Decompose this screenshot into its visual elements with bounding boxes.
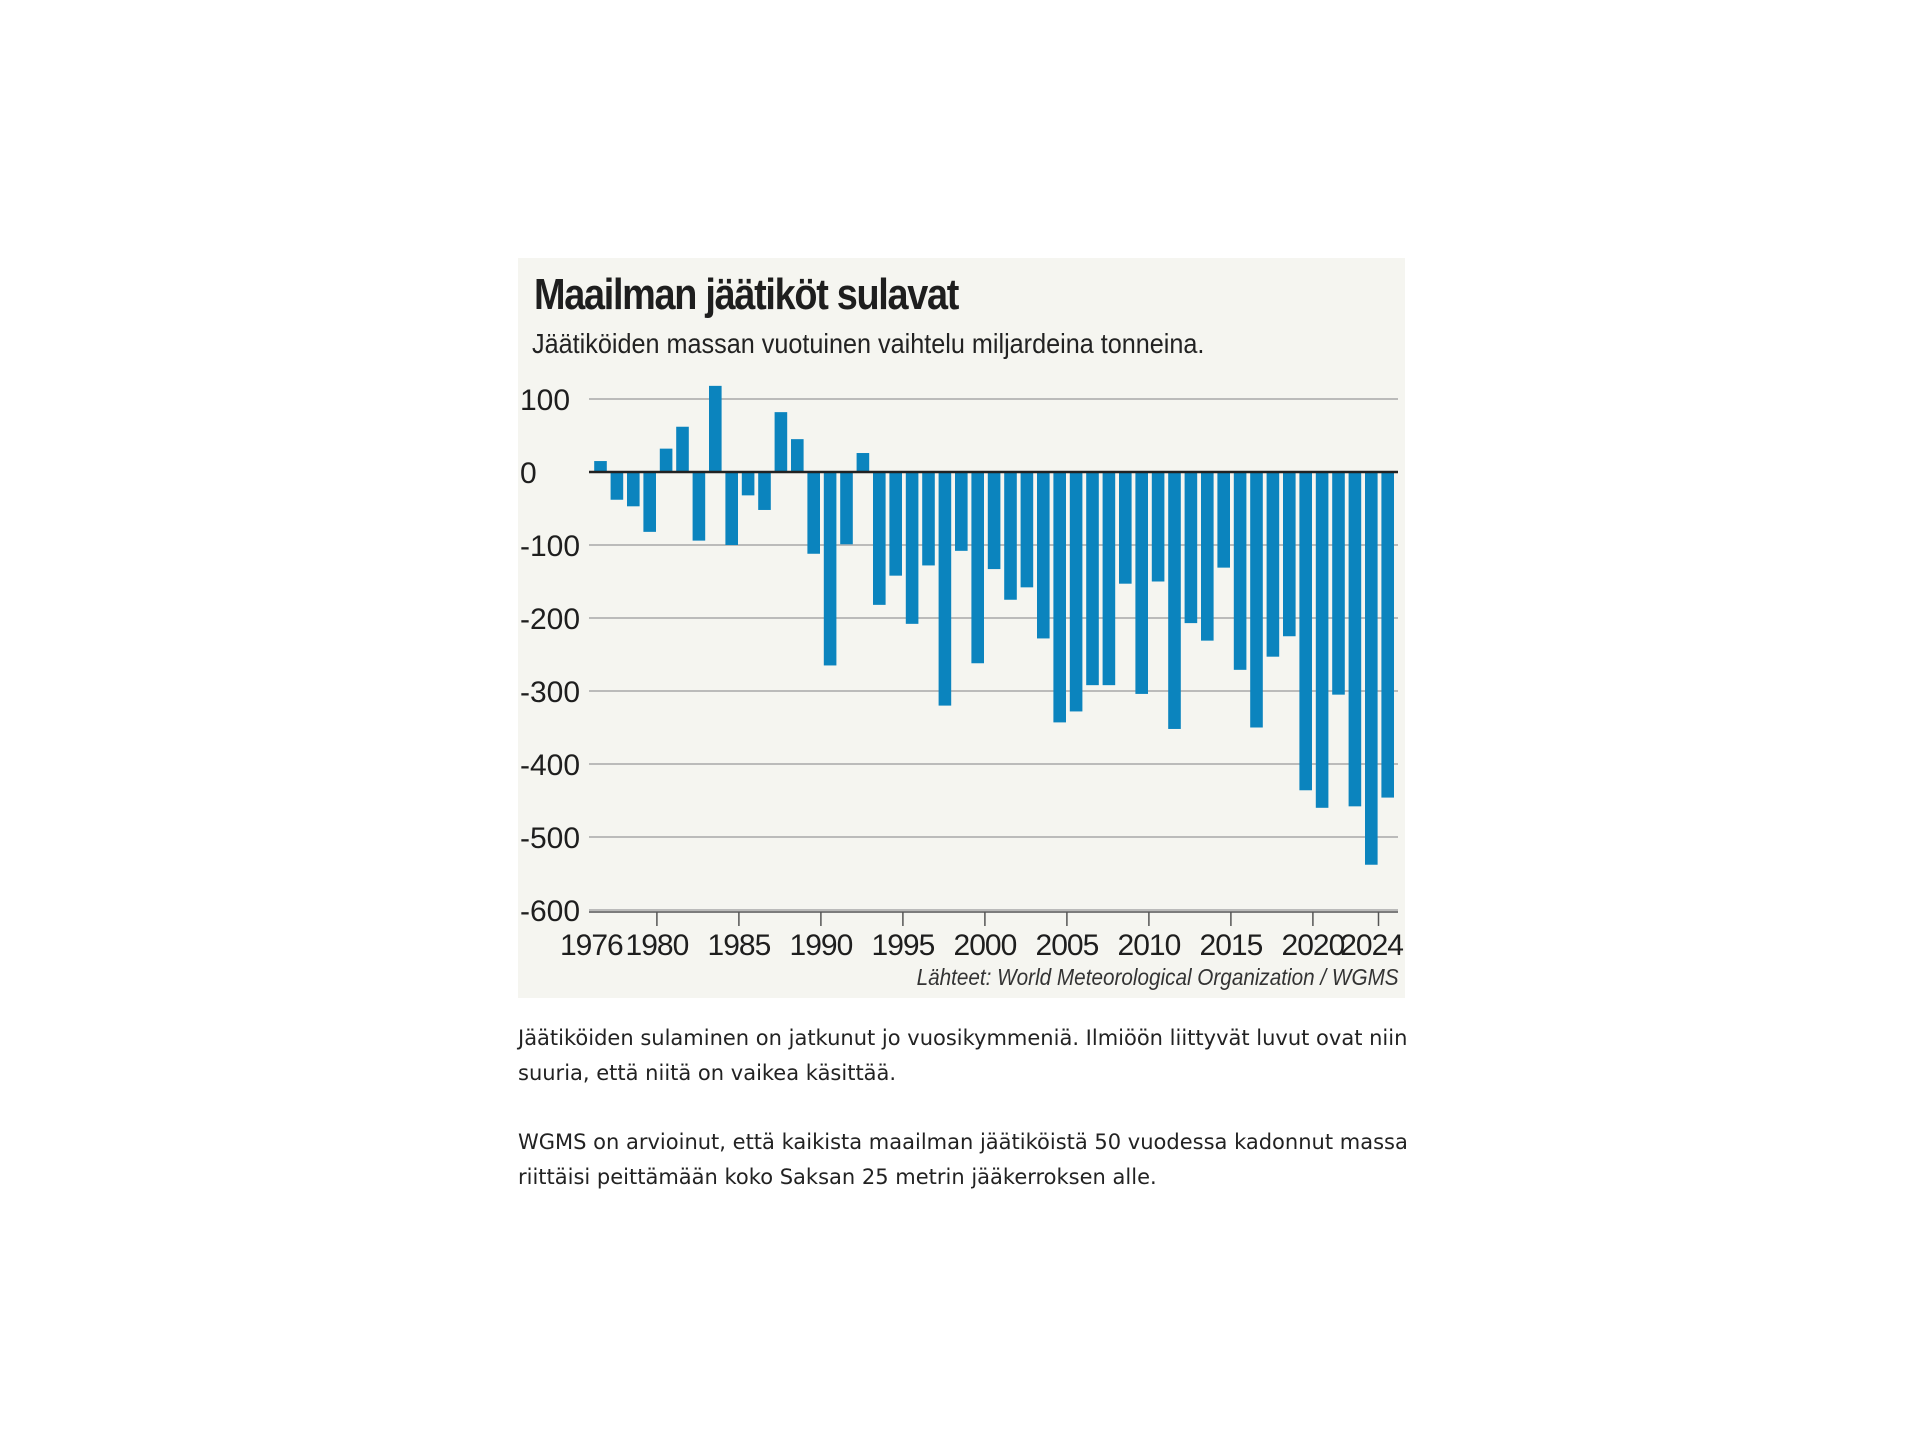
x-tick-label: 1995 — [872, 929, 935, 962]
y-tick-label: -300 — [520, 676, 580, 709]
source-credit: Lähteet: World Meteorological Organizati… — [916, 964, 1399, 990]
bar-1992 — [856, 453, 870, 472]
y-tick-label: -500 — [520, 822, 580, 855]
chart-title: Maailman jäätiköt sulavat — [534, 270, 959, 319]
bar-2009 — [1135, 472, 1148, 694]
bar-1984 — [725, 472, 738, 545]
x-tick-label: 1990 — [790, 929, 853, 962]
bar-2001 — [1004, 472, 1017, 600]
bar-1985 — [741, 472, 755, 496]
y-tick-label: 0 — [520, 457, 537, 490]
x-tick-label: 2020 — [1282, 929, 1345, 962]
chart-subtitle: Jäätiköiden massan vuotuinen vaihtelu mi… — [532, 328, 1205, 359]
x-tick-label: 2000 — [954, 929, 1017, 962]
bar-1993 — [873, 472, 886, 605]
bar-2023 — [1365, 472, 1378, 865]
bar-1989 — [807, 472, 820, 554]
bar-1991 — [840, 472, 853, 545]
bar-2017 — [1266, 472, 1280, 657]
body-paragraph-1: Jäätiköiden sulaminen on jatkunut jo vuo… — [518, 1026, 1408, 1085]
chart-card: Maailman jäätiköt sulavat Jäätiköiden ma… — [518, 258, 1405, 998]
bar-2004 — [1053, 472, 1066, 723]
bar-2006 — [1086, 472, 1099, 686]
x-tick-label: 1985 — [708, 929, 771, 962]
bar-1986 — [758, 472, 771, 510]
bar-2014 — [1217, 472, 1230, 568]
bar-1983 — [709, 385, 722, 472]
x-tick-label: 2015 — [1200, 929, 1263, 962]
y-tick-label: -400 — [520, 749, 580, 782]
bar-2019 — [1299, 472, 1312, 791]
bar-1998 — [955, 472, 968, 551]
gridlines — [589, 398, 1398, 911]
bar-2008 — [1119, 472, 1132, 584]
bar-1996 — [922, 472, 935, 566]
bar-2005 — [1069, 472, 1083, 712]
bar-1999 — [971, 472, 984, 664]
bar-1987 — [774, 412, 788, 472]
bar-1990 — [823, 472, 837, 666]
bars — [594, 385, 1394, 865]
bar-1988 — [791, 439, 804, 472]
bar-2010 — [1151, 472, 1165, 582]
y-tick-label: -100 — [520, 530, 580, 563]
bar-1982 — [692, 472, 706, 541]
bar-2015 — [1233, 472, 1247, 670]
bar-2007 — [1102, 472, 1116, 686]
x-tick-label: 2005 — [1036, 929, 1099, 962]
bar-2012 — [1184, 472, 1198, 624]
bar-2020 — [1315, 472, 1329, 808]
bar-2024 — [1381, 472, 1394, 798]
bar-1978 — [627, 472, 640, 507]
y-tick-label: -200 — [520, 603, 580, 636]
bar-2016 — [1250, 472, 1263, 728]
bar-1981 — [676, 426, 689, 472]
bar-2000 — [987, 472, 1001, 570]
axes — [589, 470, 1398, 926]
bar-2013 — [1201, 472, 1214, 641]
bar-2011 — [1168, 472, 1181, 729]
bar-1977 — [610, 472, 624, 500]
bar-2003 — [1037, 472, 1050, 639]
y-tick-label: 100 — [520, 384, 570, 417]
bar-2002 — [1020, 472, 1034, 588]
bar-1976 — [594, 461, 607, 472]
bar-1994 — [889, 472, 902, 576]
x-tick-label: 1976 — [560, 929, 623, 962]
bar-1979 — [643, 472, 656, 532]
bar-2021 — [1332, 472, 1345, 695]
x-tick-label: 2010 — [1118, 929, 1181, 962]
body-paragraph-2: WGMS on arvioinut, että kaikista maailma… — [518, 1130, 1408, 1189]
bar-1995 — [905, 472, 919, 624]
x-tick-label: 1980 — [626, 929, 689, 962]
y-tick-label: -600 — [520, 895, 580, 928]
bar-1997 — [938, 472, 952, 706]
x-tick-label: 2024 — [1340, 929, 1403, 962]
bar-1980 — [659, 448, 673, 472]
bar-2018 — [1283, 472, 1296, 637]
bar-2022 — [1348, 472, 1362, 807]
